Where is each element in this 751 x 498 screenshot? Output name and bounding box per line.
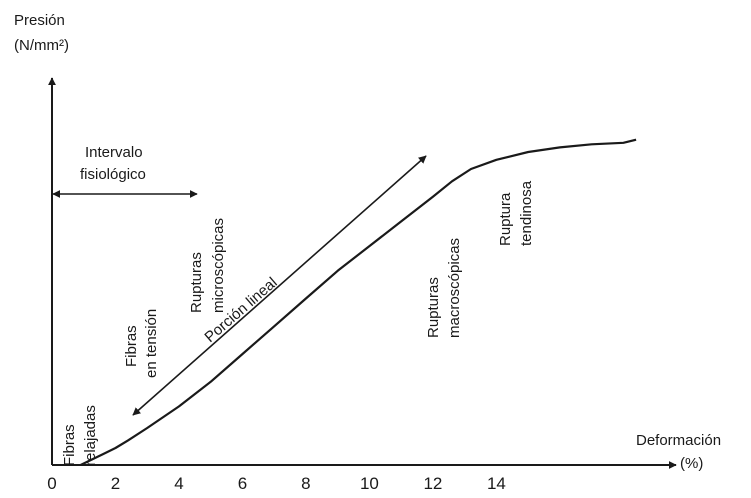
rupturas-micro-line1: Rupturas bbox=[188, 252, 205, 313]
x-tick-label: 4 bbox=[174, 474, 183, 493]
x-tick-label: 10 bbox=[360, 474, 379, 493]
x-tick-label: 12 bbox=[423, 474, 442, 493]
x-axis-title-line1: Deformación bbox=[636, 432, 721, 449]
x-tick-label: 2 bbox=[111, 474, 120, 493]
y-axis-title-line2: (N/mm²) bbox=[14, 37, 69, 54]
porcion-lineal-arrow bbox=[132, 155, 427, 416]
intervalo-label-line2: fisiológico bbox=[80, 166, 146, 183]
x-tick-label: 6 bbox=[238, 474, 247, 493]
x-axis-title-line2: (%) bbox=[680, 455, 703, 472]
ruptura-tendinosa-line2: tendinosa bbox=[518, 180, 535, 246]
x-tick-label: 14 bbox=[487, 474, 506, 493]
stress-strain-curve bbox=[80, 138, 637, 466]
fibras-relajadas-line1: Fibras bbox=[61, 424, 78, 466]
fibras-tension-line2: en tensión bbox=[143, 309, 160, 378]
x-tick-label: 0 bbox=[47, 474, 56, 493]
rupturas-macro-line1: Rupturas bbox=[425, 277, 442, 338]
rupturas-micro-line2: microscópicas bbox=[210, 218, 227, 313]
intervalo-label-line1: Intervalo bbox=[85, 144, 143, 161]
y-axis-title-line1: Presión bbox=[14, 12, 65, 29]
x-tick-labels: 0 2 4 6 8 10 12 14 bbox=[47, 474, 506, 493]
rupturas-macro-line2: macroscópicas bbox=[446, 238, 463, 338]
fibras-tension-line1: Fibras bbox=[123, 325, 140, 367]
ruptura-tendinosa-line1: Ruptura bbox=[497, 192, 514, 246]
fibras-relajadas-line2: relajadas bbox=[82, 405, 99, 466]
x-tick-label: 8 bbox=[301, 474, 310, 493]
